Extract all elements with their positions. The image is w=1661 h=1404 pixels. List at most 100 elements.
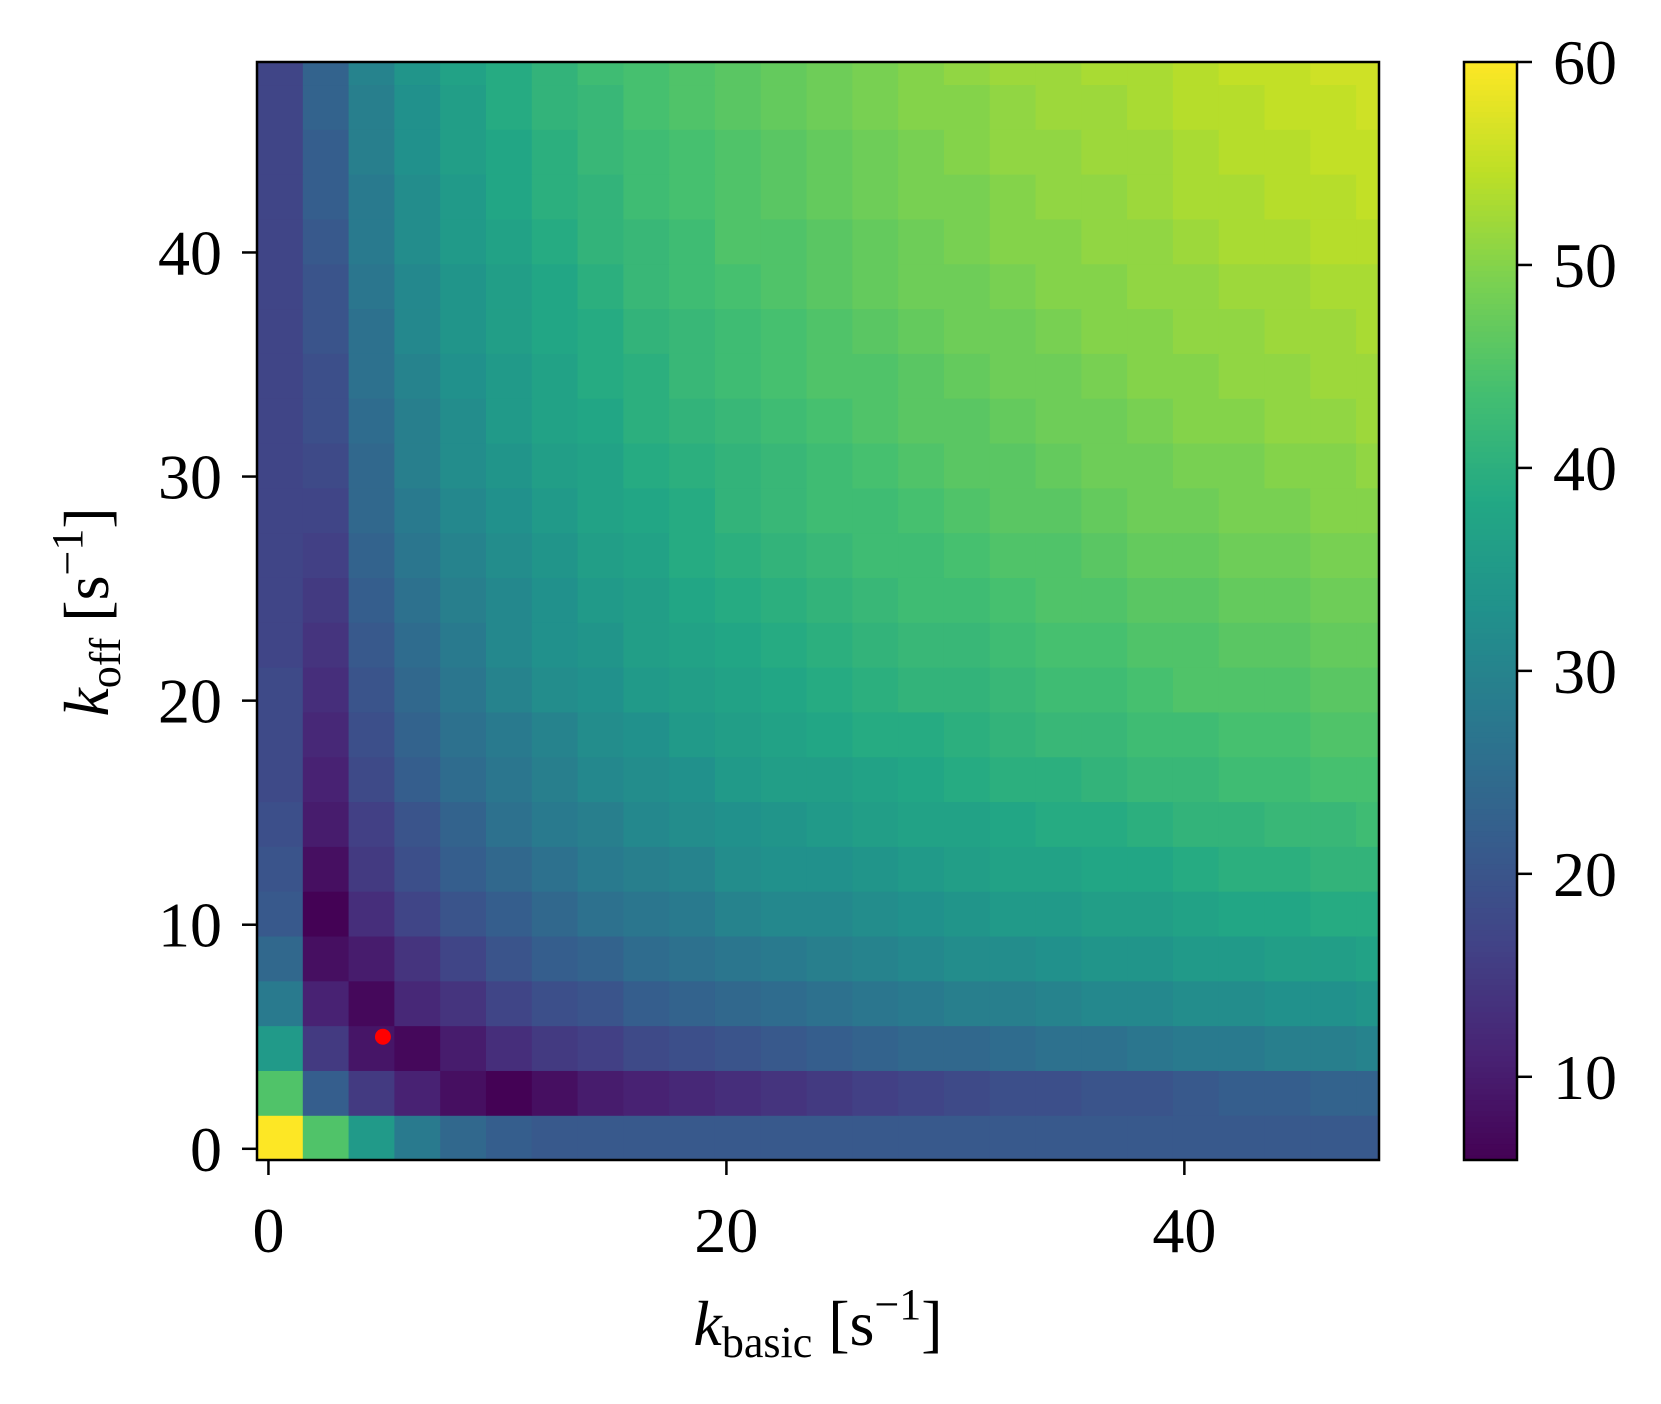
heatmap-cell bbox=[1172, 398, 1220, 444]
heatmap-cell bbox=[760, 756, 808, 803]
heatmap-cell bbox=[898, 622, 945, 668]
heatmap-cell bbox=[760, 129, 808, 175]
heatmap-cell bbox=[1218, 756, 1266, 803]
heatmap-cell bbox=[760, 891, 808, 937]
heatmap-cell bbox=[760, 308, 808, 354]
heatmap-cell bbox=[394, 487, 441, 534]
heatmap-cell bbox=[669, 218, 716, 265]
heatmap-cell bbox=[806, 711, 853, 758]
heatmap-cell bbox=[1172, 218, 1220, 265]
heatmap-cell bbox=[1264, 532, 1311, 578]
heatmap-cell bbox=[257, 1025, 304, 1071]
heatmap-cell bbox=[302, 218, 350, 265]
heatmap-cell bbox=[1127, 622, 1174, 668]
heatmap-cell bbox=[577, 1115, 624, 1160]
heatmap-cell bbox=[1356, 622, 1379, 668]
heatmap-cell bbox=[485, 622, 533, 668]
heatmap-cell bbox=[1264, 263, 1311, 310]
heatmap-cell bbox=[1172, 1025, 1220, 1071]
heatmap-cell bbox=[852, 846, 899, 892]
highlight-point bbox=[374, 1028, 391, 1045]
heatmap-cell bbox=[302, 801, 350, 847]
heatmap-cell bbox=[577, 353, 624, 399]
heatmap-cell bbox=[1356, 218, 1379, 265]
heatmap-cell bbox=[943, 711, 991, 758]
heatmap-cell bbox=[257, 935, 304, 982]
heatmap-cell bbox=[257, 1070, 304, 1116]
heatmap-cell bbox=[1081, 308, 1128, 354]
heatmap-cell bbox=[1081, 487, 1128, 534]
heatmap-cell bbox=[943, 62, 991, 86]
heatmap-cell bbox=[257, 263, 304, 310]
heatmap-cell bbox=[669, 442, 716, 489]
heatmap-cell bbox=[714, 263, 762, 310]
heatmap-cell bbox=[1218, 801, 1266, 847]
heatmap-cell bbox=[714, 487, 762, 534]
heatmap-cell bbox=[257, 622, 304, 668]
heatmap-cell bbox=[1264, 801, 1311, 847]
heatmap-cell bbox=[394, 756, 441, 803]
heatmap-cell bbox=[760, 353, 808, 399]
heatmap-cell bbox=[1172, 308, 1220, 354]
colorbar bbox=[1464, 62, 1517, 1161]
heatmap-cell bbox=[898, 84, 945, 130]
heatmap-cell bbox=[1310, 442, 1357, 489]
heatmap-cell bbox=[1035, 846, 1082, 892]
heatmap-cell bbox=[1081, 398, 1128, 444]
heatmap-cell bbox=[485, 1115, 533, 1160]
heatmap-cell bbox=[760, 84, 808, 130]
heatmap-cell bbox=[943, 1070, 991, 1116]
heatmap-cell bbox=[669, 577, 716, 623]
heatmap-cell bbox=[1356, 935, 1379, 982]
heatmap-cell bbox=[1035, 577, 1082, 623]
heatmap-cell bbox=[806, 218, 853, 265]
heatmap-cell bbox=[1035, 622, 1082, 668]
heatmap-cell bbox=[302, 622, 350, 668]
heatmap-cell bbox=[1264, 353, 1311, 399]
heatmap-cell bbox=[302, 577, 350, 623]
heatmap-cell bbox=[1310, 174, 1357, 220]
heatmap-cell bbox=[623, 442, 670, 489]
heatmap-cell bbox=[1081, 353, 1128, 399]
heatmap-cell bbox=[760, 1070, 808, 1116]
heatmap-cell bbox=[669, 756, 716, 803]
heatmap-cell bbox=[1081, 622, 1128, 668]
heatmap-cell bbox=[531, 756, 579, 803]
heatmap-cell bbox=[669, 308, 716, 354]
heatmap-cell bbox=[623, 846, 670, 892]
heatmap-cell bbox=[898, 487, 945, 534]
heatmap-cell bbox=[1035, 263, 1082, 310]
heatmap-cell bbox=[485, 1025, 533, 1071]
heatmap-cell bbox=[852, 532, 899, 578]
heatmap-cell bbox=[257, 1115, 304, 1160]
heatmap-cell bbox=[1127, 846, 1174, 892]
heatmap-cell bbox=[257, 487, 304, 534]
heatmap-cell bbox=[1356, 801, 1379, 847]
heatmap-cell bbox=[302, 532, 350, 578]
heatmap-cell bbox=[1218, 711, 1266, 758]
heatmap-cell bbox=[302, 174, 350, 220]
heatmap-cell bbox=[1356, 263, 1379, 310]
heatmap-cell bbox=[1172, 667, 1220, 713]
plot-frame bbox=[255, 60, 1381, 1162]
heatmap-cell bbox=[1356, 667, 1379, 713]
heatmap-cell bbox=[1356, 174, 1379, 220]
heatmap-cell bbox=[257, 801, 304, 847]
heatmap-cell bbox=[394, 129, 441, 175]
y-label-symbol: k bbox=[51, 687, 122, 717]
heatmap-cell bbox=[989, 308, 1037, 354]
heatmap-cell bbox=[257, 577, 304, 623]
heatmap-cell bbox=[943, 622, 991, 668]
heatmap-cell bbox=[257, 62, 304, 86]
heatmap-cell bbox=[1127, 174, 1174, 220]
heatmap-cell bbox=[1264, 980, 1311, 1027]
heatmap-cell bbox=[577, 891, 624, 937]
heatmap-cell bbox=[989, 622, 1037, 668]
heatmap-cell bbox=[623, 129, 670, 175]
heatmap-cell bbox=[623, 891, 670, 937]
heatmap-cell bbox=[577, 129, 624, 175]
heatmap-cell bbox=[577, 84, 624, 130]
heatmap-cell bbox=[806, 84, 853, 130]
heatmap-cell bbox=[623, 353, 670, 399]
heatmap-cell bbox=[1310, 218, 1357, 265]
